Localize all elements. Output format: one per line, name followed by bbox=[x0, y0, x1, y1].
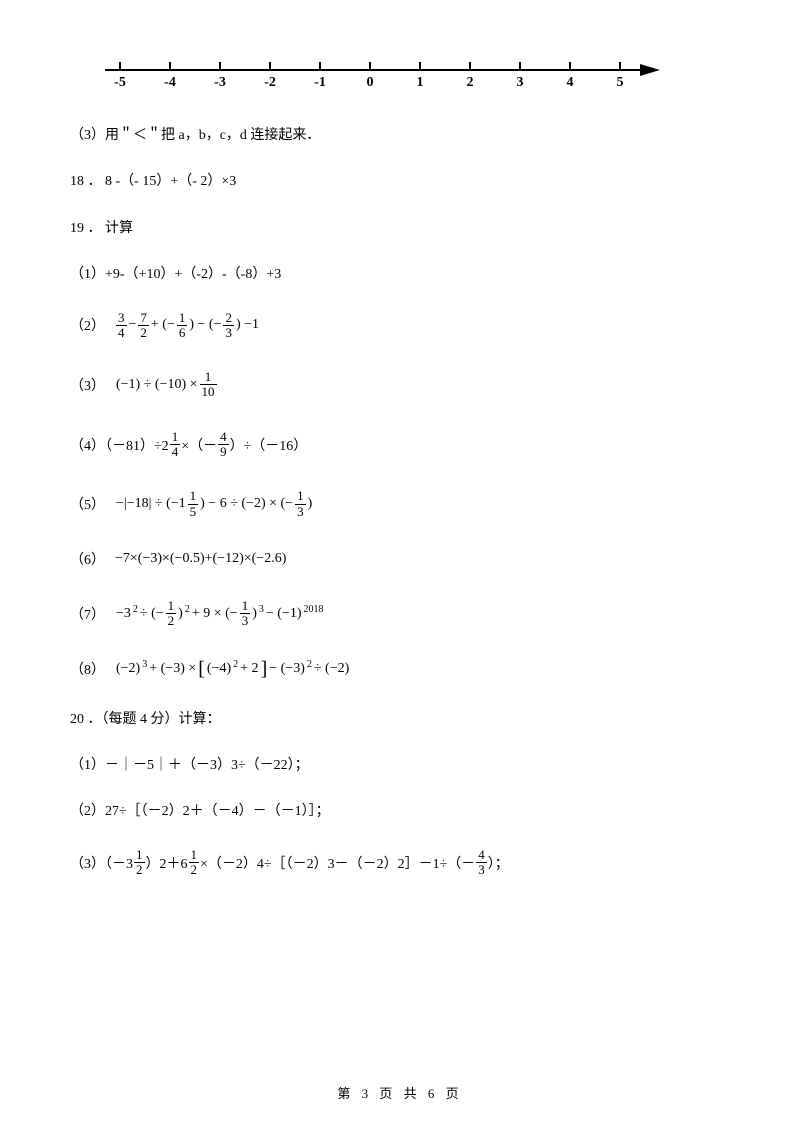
svg-text:3: 3 bbox=[517, 75, 524, 90]
q20-3-a: （3）（－3 bbox=[70, 853, 133, 873]
svg-text:-3: -3 bbox=[214, 75, 226, 90]
svg-text:4: 4 bbox=[567, 75, 574, 90]
number-line: -5 -4 -3 -2 -1 0 1 2 3 4 5 bbox=[100, 50, 730, 95]
frac-2-3: 23 bbox=[223, 311, 234, 341]
q19-part5: （5） −|−18| ÷ (−1 15 ) − 6 ÷ (−2) × (− 13… bbox=[70, 489, 730, 519]
q19-part6: （6） −7×(−3)×(−0.5)+(−12)×(−2.6) bbox=[70, 549, 730, 569]
frac-7-2: 72 bbox=[138, 311, 149, 341]
svg-text:-5: -5 bbox=[114, 75, 126, 90]
frac-4-9: 49 bbox=[218, 430, 229, 460]
page-footer: 第 3 页 共 6 页 bbox=[0, 1083, 800, 1102]
frac-1-4: 14 bbox=[170, 430, 181, 460]
q19-7-prefix: （7） bbox=[70, 604, 105, 624]
q20-3-d: ）； bbox=[488, 853, 509, 873]
q20-3-c: ×（－2）4÷［（－2）3－（－2）2］－1÷（－ bbox=[200, 853, 475, 873]
svg-text:0: 0 bbox=[367, 75, 374, 90]
q19-6-prefix: （6） bbox=[70, 549, 105, 569]
q20-3-b: ）2＋6 bbox=[146, 853, 188, 873]
q20-part3: （3）（－3 12 ）2＋6 12 ×（－2）4÷［（－2）3－（－2）2］－1… bbox=[70, 848, 730, 878]
frac-1-5: 15 bbox=[188, 489, 199, 519]
frac-3-4: 34 bbox=[116, 311, 127, 341]
q19-part3: （3） (−1) ÷ (−10) × 110 bbox=[70, 370, 730, 400]
question-18: 18 ． 8 -（- 15）+（- 2）×3 bbox=[70, 171, 730, 193]
frac-1-10: 110 bbox=[200, 370, 217, 400]
q19-4-a: （4）（－81）÷2 bbox=[70, 435, 169, 455]
q19-6-expr: −7×(−3)×(−0.5)+(−12)×(−2.6) bbox=[115, 551, 286, 567]
frac-1-2c: 12 bbox=[189, 848, 200, 878]
svg-text:-1: -1 bbox=[314, 75, 326, 90]
frac-1-2a: 12 bbox=[166, 599, 177, 629]
frac-1-6: 16 bbox=[177, 311, 188, 341]
q19-4-b: ×（－ bbox=[181, 435, 217, 455]
svg-text:-4: -4 bbox=[164, 75, 176, 90]
q19-8-prefix: （8） bbox=[70, 659, 105, 679]
frac-4-3: 43 bbox=[476, 848, 487, 878]
q19-3-prefix: （3） bbox=[70, 375, 105, 395]
q19-part8: （8） (−2)3 + (−3) × [ (−4)2 + 2 ] − (−3)2… bbox=[70, 659, 730, 679]
question-3: （3）用＂＜＂把 a，b，c，d 连接起来． bbox=[70, 125, 730, 147]
frac-1-2b: 12 bbox=[134, 848, 145, 878]
frac-1-3b: 13 bbox=[240, 599, 251, 629]
frac-1-3a: 13 bbox=[295, 489, 306, 519]
q19-5-prefix: （5） bbox=[70, 494, 105, 514]
q19-part1: （1）+9-（+10）+（-2）-（-8）+3 bbox=[70, 264, 730, 286]
svg-text:1: 1 bbox=[417, 75, 424, 90]
q19-part7: （7） −32 ÷ (− 12 )2 + 9 × (− 13 )3 − (−1)… bbox=[70, 599, 730, 629]
q19-part2: （2） 34 − 72 + (− 16 ) − (− 23 ) −1 bbox=[70, 311, 730, 341]
svg-text:2: 2 bbox=[467, 75, 474, 90]
svg-text:-2: -2 bbox=[264, 75, 276, 90]
question-19-header: 19 ． 计算 bbox=[70, 218, 730, 240]
svg-text:5: 5 bbox=[617, 75, 624, 90]
q19-4-c: ）÷（－16） bbox=[230, 435, 308, 455]
q19-part4: （4）（－81）÷2 14 ×（－ 49 ）÷（－16） bbox=[70, 430, 730, 460]
q20-part1: （1）－｜－5｜＋（－3）3÷（－22）； bbox=[70, 755, 730, 777]
q20-part2: （2）27÷［（－2）2＋（－4）－（－1）］； bbox=[70, 801, 730, 823]
question-20-header: 20 ．（每题 4 分）计算： bbox=[70, 709, 730, 731]
q19-2-prefix: （2） bbox=[70, 315, 105, 335]
